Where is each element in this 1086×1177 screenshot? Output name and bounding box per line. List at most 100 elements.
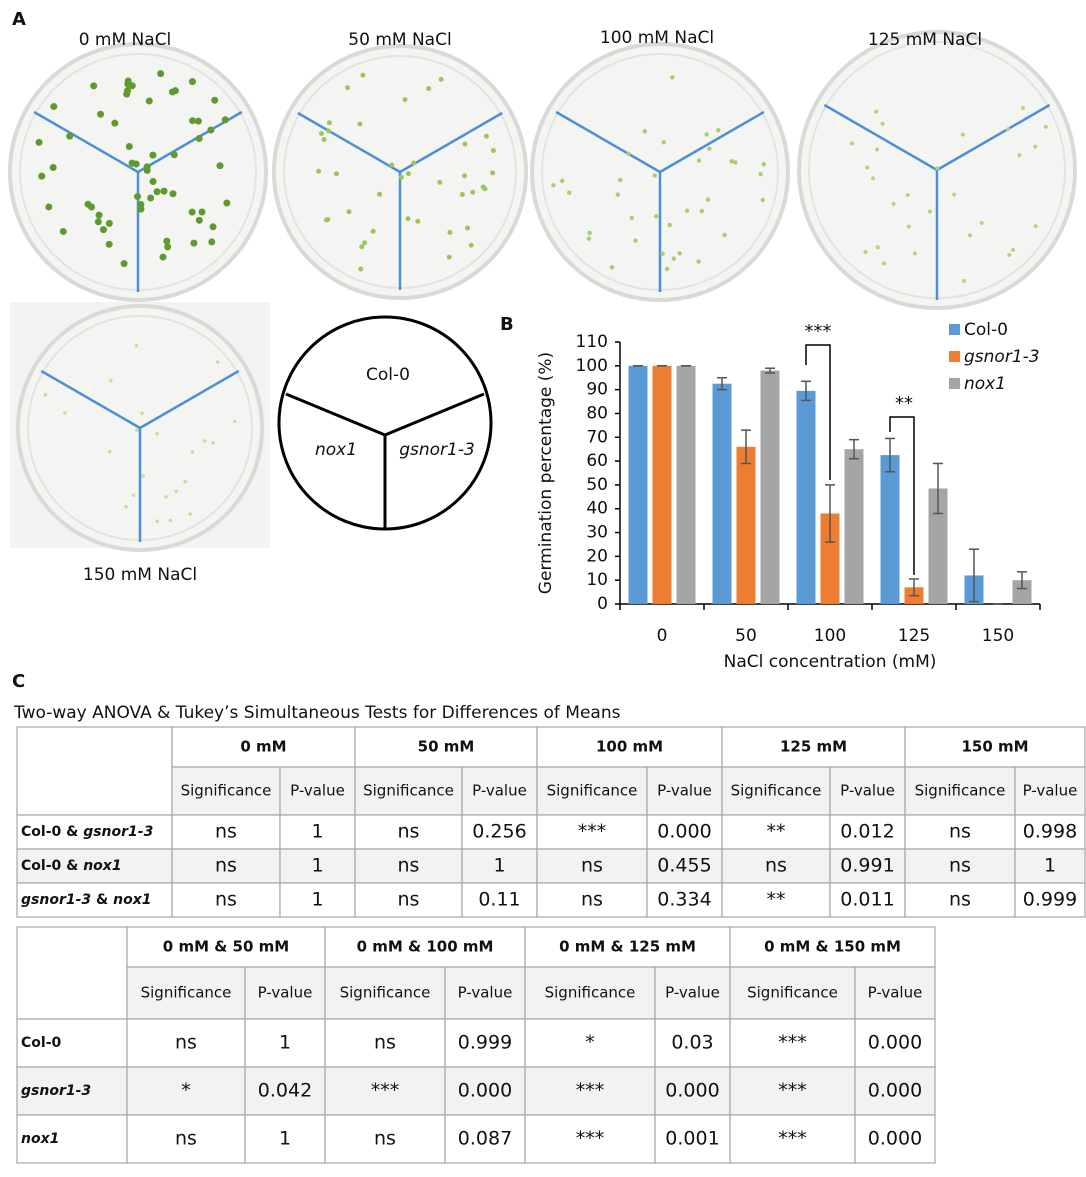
- table-cell-text: ns: [175, 1032, 197, 1054]
- seedling: [164, 495, 168, 499]
- seedling: [203, 439, 207, 443]
- seedling: [222, 116, 229, 123]
- x-axis-title: NaCl concentration (mM): [724, 652, 937, 672]
- seedling: [961, 133, 965, 137]
- seedling: [968, 233, 972, 237]
- table-cell-text: 0.000: [868, 1080, 922, 1102]
- seedling: [106, 241, 113, 248]
- seedling: [211, 441, 215, 445]
- seedling: [60, 228, 67, 235]
- diagram-divider: [385, 394, 484, 435]
- y-tick-label: 100: [576, 356, 608, 376]
- seedling: [358, 267, 363, 272]
- table-cell-text: ns: [374, 1128, 396, 1150]
- seedling: [406, 171, 411, 176]
- seedling: [906, 193, 910, 197]
- seedling: [223, 199, 230, 206]
- column-group-header: 150 mM: [961, 738, 1028, 756]
- seedling: [1007, 253, 1011, 257]
- table-cell-text: *: [585, 1032, 595, 1054]
- seedling: [685, 208, 689, 212]
- seedling: [437, 180, 442, 185]
- table-cell-text: ns: [398, 855, 420, 877]
- row-label-part: gsnor1-3: [83, 824, 153, 840]
- plate-label: 100 mM NaCl: [600, 28, 714, 48]
- seedling: [322, 137, 327, 142]
- column-subheader: Significance: [181, 782, 272, 800]
- seedling: [133, 161, 140, 168]
- seedling: [377, 192, 382, 197]
- column-group-header: 100 mM: [596, 738, 663, 756]
- row-label: Col-0 & gsnor1-3: [21, 824, 153, 840]
- seedling: [189, 117, 196, 124]
- diagram-label: gsnor1-3: [399, 440, 475, 460]
- seedling: [1011, 248, 1015, 252]
- seedling: [108, 450, 112, 454]
- table-cell-text: 0.087: [458, 1128, 512, 1150]
- seedling: [196, 217, 203, 224]
- x-tick-label: 150: [982, 626, 1014, 646]
- table-cell-text: 0.000: [657, 821, 711, 843]
- seedling: [345, 85, 350, 90]
- table-cell-text: 0.455: [657, 855, 711, 877]
- panel-label: A: [12, 9, 26, 30]
- y-tick-label: 50: [586, 475, 608, 495]
- bar: [713, 384, 732, 604]
- seedling: [567, 190, 571, 194]
- column-subheader: Significance: [731, 782, 822, 800]
- seedling: [411, 160, 416, 165]
- bar: [845, 449, 864, 604]
- seedling: [149, 152, 156, 159]
- column-subheader: P-value: [472, 782, 527, 800]
- seedling: [928, 210, 932, 214]
- seedling: [169, 88, 176, 95]
- y-tick-label: 10: [586, 570, 608, 590]
- seedling: [696, 259, 700, 263]
- seedling: [643, 129, 647, 133]
- seedling: [155, 432, 159, 436]
- table-cell-text: ns: [581, 855, 603, 877]
- seedling: [700, 209, 704, 213]
- seedling: [882, 261, 886, 265]
- table-cell-text: 0.999: [458, 1032, 512, 1054]
- seedling: [135, 428, 139, 432]
- seedling: [135, 344, 139, 348]
- seedling: [630, 216, 634, 220]
- table-title: Two-way ANOVA & Tukey’s Simultaneous Tes…: [13, 703, 621, 723]
- table-cell-text: ns: [215, 821, 237, 843]
- seedling: [587, 237, 591, 241]
- legend-swatch: [949, 324, 960, 335]
- seedling: [490, 170, 495, 175]
- seedling: [850, 141, 854, 145]
- seedling: [618, 178, 622, 182]
- seedling: [667, 223, 671, 227]
- table-cell-text: 1: [279, 1128, 291, 1150]
- seedling: [469, 243, 474, 248]
- seedling: [95, 218, 102, 225]
- seedling: [587, 231, 591, 235]
- column-subheader: P-value: [665, 984, 720, 1002]
- seedling: [146, 97, 153, 104]
- seedling: [189, 209, 196, 216]
- column-subheader: P-value: [657, 782, 712, 800]
- figure: A B C Two-way ANOVA & Tukey’s Simultaneo…: [0, 0, 1086, 1173]
- seedling: [389, 163, 394, 168]
- column-subheader: Significance: [363, 782, 454, 800]
- bar: [653, 366, 672, 604]
- seedling: [1044, 125, 1048, 129]
- column-group-header: 0 mM & 100 mM: [357, 938, 494, 956]
- seedling: [188, 512, 192, 516]
- seedling: [1021, 106, 1025, 110]
- seedling: [161, 188, 168, 195]
- column-subheader: P-value: [840, 782, 895, 800]
- seedling: [233, 420, 237, 424]
- table-cell-text: ***: [578, 821, 607, 843]
- x-tick-label: 100: [814, 626, 846, 646]
- seedling: [191, 450, 195, 454]
- seedling: [874, 110, 878, 114]
- seedling: [863, 250, 867, 254]
- y-tick-label: 90: [586, 380, 608, 400]
- table-cell-text: 0.000: [665, 1080, 719, 1102]
- seedling: [164, 243, 171, 250]
- panel-label: C: [12, 671, 25, 692]
